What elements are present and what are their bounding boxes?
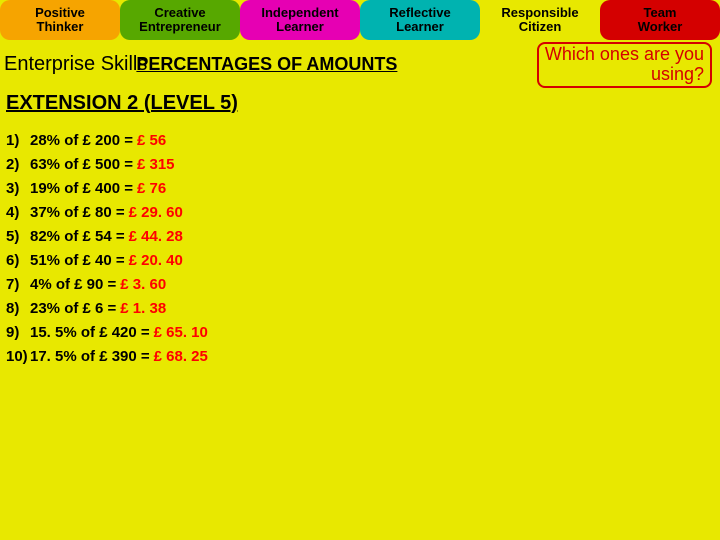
problem-row: 9) 15. 5% of £ 420 = £ 65. 10: [6, 324, 714, 341]
problem-number: 3): [6, 180, 30, 197]
tab-label-line2: Thinker: [37, 20, 84, 34]
problem-answer: £ 29. 60: [129, 204, 183, 221]
tab-independent-learner: Independent Learner: [240, 0, 360, 40]
problem-number: 7): [6, 276, 30, 293]
tab-label-line1: Team: [644, 6, 677, 20]
problem-equation: 19% of £ 400 =: [30, 180, 133, 197]
tab-positive-thinker: Positive Thinker: [0, 0, 120, 40]
problem-equation: 23% of £ 6 =: [30, 300, 116, 317]
problem-row: 3) 19% of £ 400 = £ 76: [6, 180, 714, 197]
tab-label-line1: Reflective: [389, 6, 450, 20]
problem-answer: £ 3. 60: [120, 276, 166, 293]
problem-row: 2) 63% of £ 500 = £ 315: [6, 156, 714, 173]
tab-label-line1: Creative: [154, 6, 205, 20]
problem-number: 9): [6, 324, 30, 341]
problem-equation: 63% of £ 500 =: [30, 156, 133, 173]
problem-number: 8): [6, 300, 30, 317]
tab-responsible-citizen: Responsible Citizen: [480, 0, 600, 40]
tab-label-line2: Entrepreneur: [139, 20, 221, 34]
tab-label-line1: Positive: [35, 6, 85, 20]
problem-row: 4) 37% of £ 80 = £ 29. 60: [6, 204, 714, 221]
problem-answer: £ 65. 10: [154, 324, 208, 341]
problem-row: 10) 17. 5% of £ 390 = £ 68. 25: [6, 348, 714, 365]
skill-tabs: Positive Thinker Creative Entrepreneur I…: [0, 0, 720, 40]
extension-title: EXTENSION 2 (LEVEL 5): [0, 90, 720, 125]
problem-row: 5) 82% of £ 54 = £ 44. 28: [6, 228, 714, 245]
problem-answer: £ 68. 25: [154, 348, 208, 365]
problem-list: 1) 28% of £ 200 = £ 56 2) 63% of £ 500 =…: [0, 132, 720, 365]
problem-number: 5): [6, 228, 30, 245]
problem-row: 7) 4% of £ 90 = £ 3. 60: [6, 276, 714, 293]
which-line2: using?: [545, 65, 704, 85]
which-line1: Which ones are you: [545, 45, 704, 65]
problem-answer: £ 315: [137, 156, 175, 173]
tab-label-line1: Responsible: [501, 6, 578, 20]
enterprise-skills-label: Enterprise Skills: [4, 53, 147, 76]
problem-equation: 15. 5% of £ 420 =: [30, 324, 150, 341]
tab-team-worker: Team Worker: [600, 0, 720, 40]
tab-label-line2: Citizen: [519, 20, 562, 34]
tab-reflective-learner: Reflective Learner: [360, 0, 480, 40]
problem-number: 10): [6, 348, 30, 365]
problem-answer: £ 1. 38: [120, 300, 166, 317]
tab-label-line2: Learner: [396, 20, 444, 34]
problem-equation: 51% of £ 40 =: [30, 252, 125, 269]
problem-number: 4): [6, 204, 30, 221]
percentages-title: PERCENTAGES OF AMOUNTS: [136, 54, 397, 75]
tab-label-line2: Worker: [638, 20, 683, 34]
problem-equation: 28% of £ 200 =: [30, 132, 133, 149]
problem-equation: 82% of £ 54 =: [30, 228, 125, 245]
problem-answer: £ 56: [137, 132, 166, 149]
problem-number: 1): [6, 132, 30, 149]
problem-row: 6) 51% of £ 40 = £ 20. 40: [6, 252, 714, 269]
tab-creative-entrepreneur: Creative Entrepreneur: [120, 0, 240, 40]
problem-row: 1) 28% of £ 200 = £ 56: [6, 132, 714, 149]
problem-equation: 17. 5% of £ 390 =: [30, 348, 150, 365]
problem-answer: £ 20. 40: [129, 252, 183, 269]
which-ones-box: Which ones are you using?: [537, 42, 712, 88]
heading-row: Enterprise Skills PERCENTAGES OF AMOUNTS…: [0, 40, 720, 90]
problem-answer: £ 76: [137, 180, 166, 197]
problem-number: 2): [6, 156, 30, 173]
problem-equation: 4% of £ 90 =: [30, 276, 116, 293]
problem-equation: 37% of £ 80 =: [30, 204, 125, 221]
problem-number: 6): [6, 252, 30, 269]
tab-label-line2: Learner: [276, 20, 324, 34]
problem-row: 8) 23% of £ 6 = £ 1. 38: [6, 300, 714, 317]
problem-answer: £ 44. 28: [129, 228, 183, 245]
tab-label-line1: Independent: [261, 6, 338, 20]
